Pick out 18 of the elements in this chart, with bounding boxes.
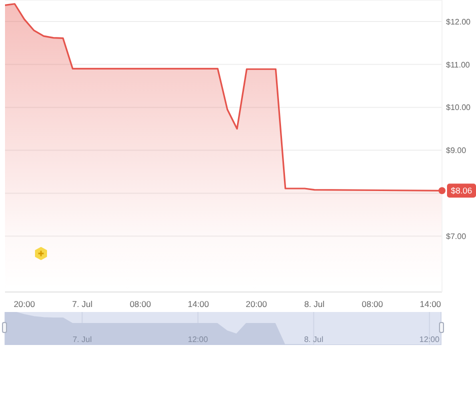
x-tick-label: 14:00 xyxy=(188,299,210,310)
y-tick-label: $11.00 xyxy=(446,60,470,70)
x-tick-label: 7. Jul xyxy=(72,335,92,344)
x-tick-label: 12:00 xyxy=(188,335,208,344)
y-tick-label: $12.00 xyxy=(446,17,472,26)
x-tick-label: 08:00 xyxy=(362,299,384,310)
y-tick-label: $9.00 xyxy=(446,146,467,156)
y-tick-label: $7.00 xyxy=(446,232,467,242)
x-tick-label: 20:00 xyxy=(246,299,268,310)
x-tick-label: 14:00 xyxy=(420,299,442,310)
x-tick-label: 7. Jul xyxy=(72,299,93,310)
x-tick-label: 08:00 xyxy=(130,299,152,310)
x-tick-label: 8. Jul xyxy=(304,335,324,344)
x-tick-label: 8. Jul xyxy=(304,299,325,310)
x-tick-label: 20:00 xyxy=(14,299,36,310)
x-tick-label: 12:00 xyxy=(419,335,440,344)
y-tick-label: $10.00 xyxy=(446,103,472,112)
annotation: $8.06 xyxy=(450,186,472,196)
